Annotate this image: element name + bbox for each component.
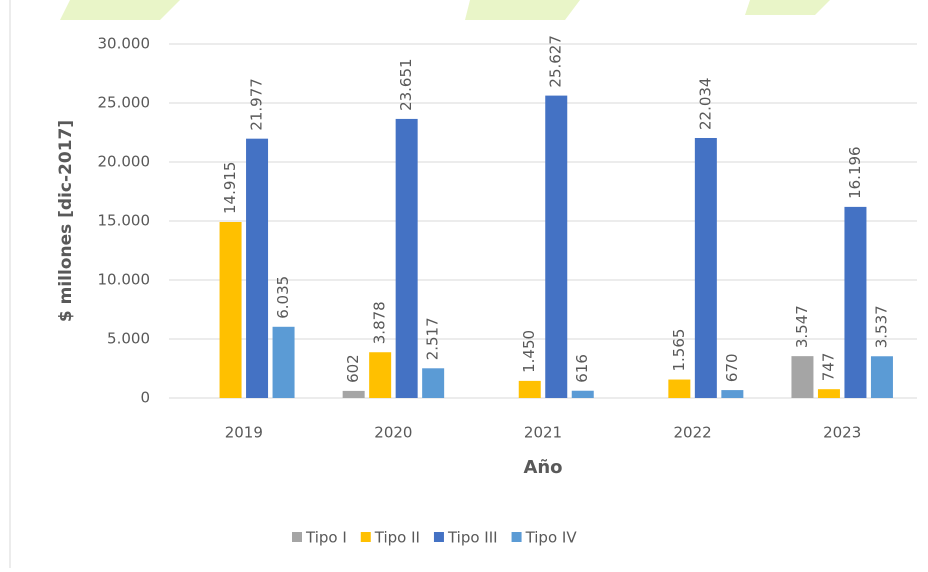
legend-swatch bbox=[511, 532, 522, 542]
data-label: 670 bbox=[723, 353, 741, 382]
bar bbox=[817, 389, 840, 398]
decoration bbox=[60, 0, 180, 20]
x-tick-label: 2021 bbox=[524, 424, 562, 442]
bar bbox=[342, 390, 365, 398]
bar bbox=[694, 137, 717, 399]
data-label: 22.034 bbox=[696, 77, 714, 130]
bar bbox=[518, 380, 541, 398]
y-tick-label: 10.000 bbox=[98, 271, 151, 289]
y-tick-label: 0 bbox=[140, 389, 150, 407]
bar bbox=[422, 368, 445, 398]
x-tick-label: 2019 bbox=[225, 424, 263, 442]
legend-swatch bbox=[433, 532, 444, 542]
data-label: 23.651 bbox=[397, 58, 415, 111]
x-tick-label: 2022 bbox=[674, 424, 712, 442]
data-label: 2.517 bbox=[424, 317, 442, 360]
data-label: 747 bbox=[819, 353, 837, 382]
x-tick-label: 2020 bbox=[374, 424, 412, 442]
legend-label: Tipo III bbox=[447, 529, 498, 547]
data-label: 3.547 bbox=[793, 305, 811, 348]
bar bbox=[272, 326, 295, 398]
data-label: 602 bbox=[344, 354, 362, 383]
bar bbox=[668, 379, 691, 398]
y-tick-label: 15.000 bbox=[98, 212, 151, 230]
bar bbox=[721, 390, 744, 398]
decoration bbox=[745, 0, 830, 15]
data-label: 6.035 bbox=[274, 276, 292, 319]
x-axis-title: Año bbox=[523, 457, 562, 478]
x-tick-label: 2023 bbox=[823, 424, 861, 442]
data-label: 3.878 bbox=[371, 301, 389, 344]
data-label: 1.565 bbox=[670, 329, 688, 372]
legend-swatch bbox=[360, 532, 371, 542]
bar bbox=[844, 206, 867, 398]
legend-swatch bbox=[292, 532, 302, 542]
legend-label: Tipo IV bbox=[525, 529, 578, 547]
data-label: 25.627 bbox=[547, 35, 565, 88]
bar bbox=[571, 390, 594, 398]
bar bbox=[395, 118, 418, 398]
data-label: 3.537 bbox=[872, 305, 890, 348]
data-label: 21.977 bbox=[248, 78, 266, 131]
y-axis-title: $ millones [dic-2017] bbox=[56, 120, 76, 322]
bar bbox=[369, 352, 392, 398]
y-tick-label: 25.000 bbox=[98, 94, 151, 112]
legend-label: Tipo I bbox=[305, 529, 347, 547]
bar bbox=[870, 356, 893, 398]
y-tick-label: 5.000 bbox=[107, 330, 150, 348]
decoration bbox=[465, 0, 580, 20]
data-label: 616 bbox=[573, 354, 591, 383]
bar bbox=[791, 356, 814, 398]
data-label: 16.196 bbox=[846, 146, 864, 199]
data-label: 1.450 bbox=[520, 330, 538, 373]
legend-label: Tipo II bbox=[374, 529, 420, 547]
y-tick-label: 20.000 bbox=[98, 153, 151, 171]
y-tick-label: 30.000 bbox=[98, 35, 151, 53]
bar bbox=[219, 222, 242, 398]
bar bbox=[246, 138, 269, 399]
data-label: 14.915 bbox=[221, 162, 239, 214]
bar bbox=[545, 95, 568, 398]
